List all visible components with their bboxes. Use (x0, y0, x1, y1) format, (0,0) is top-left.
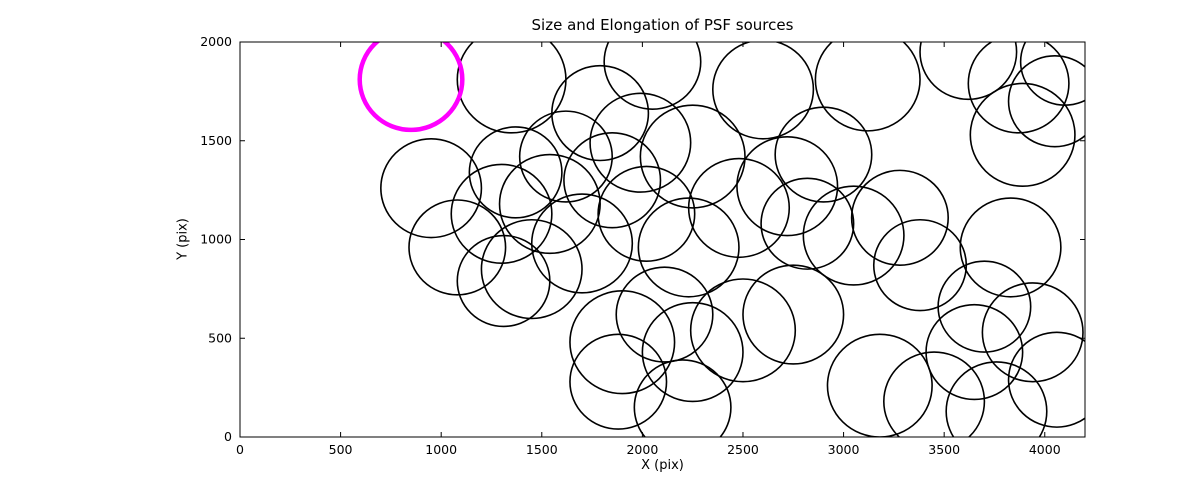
chart-title: Size and Elongation of PSF sources (531, 16, 794, 34)
psf-circle (945, 361, 1048, 437)
psf-circle (937, 260, 1032, 353)
y-tick-label: 1000 (200, 232, 232, 247)
y-tick-label: 1500 (200, 133, 232, 148)
psf-circle (456, 234, 551, 328)
psf-circle (641, 301, 744, 403)
x-tick-label: 2000 (626, 442, 658, 457)
psf-circle (633, 359, 732, 437)
x-tick-label: 3000 (828, 442, 860, 457)
psf-circle (967, 42, 1070, 134)
psf-circle (1007, 55, 1085, 148)
psf-circle (689, 278, 797, 383)
psf-circle (919, 42, 1018, 101)
psf-circle (1007, 331, 1085, 428)
psf-circle (498, 153, 601, 255)
psf-circle (637, 197, 740, 298)
x-tick-label: 1000 (425, 442, 457, 457)
psf-circle (518, 110, 614, 203)
psf-circle (736, 136, 839, 237)
psf-circle (760, 177, 855, 270)
psf-circle (1019, 42, 1085, 106)
psf-circle (569, 290, 676, 395)
psf-circle (981, 282, 1084, 383)
psf-circle (450, 163, 553, 264)
x-axis-label: X (pix) (641, 458, 684, 473)
x-tick-label: 2500 (727, 442, 759, 457)
psf-circle (969, 82, 1076, 187)
y-tick-label: 500 (208, 330, 232, 345)
psf-circle (850, 169, 949, 266)
psf-circle (814, 42, 921, 132)
psf-circle (872, 218, 968, 312)
psf-circle (742, 264, 845, 365)
psf-circle (589, 92, 692, 193)
psf-circle (530, 193, 634, 294)
psf-circle (380, 137, 483, 239)
psf-circle (615, 266, 714, 363)
psf-circle (480, 218, 583, 320)
psf-circle (408, 199, 507, 296)
psf-circle (802, 185, 905, 286)
psf-circle (712, 42, 815, 140)
y-tick-label: 0 (224, 429, 232, 444)
psf-circle (468, 126, 563, 219)
x-tick-label: 3500 (928, 442, 960, 457)
psf-circle (597, 165, 696, 263)
psf-circle (774, 106, 873, 203)
psf-circles-group (357, 42, 1085, 437)
psf-circle (639, 104, 746, 209)
y-tick-label: 2000 (200, 34, 232, 49)
psf-circle (883, 351, 986, 437)
x-tick-label: 500 (329, 442, 353, 457)
x-tick-label: 1500 (526, 442, 558, 457)
y-axis-label: Y (pix) (175, 218, 191, 260)
x-tick-label: 4000 (1029, 442, 1061, 457)
psf-circle (603, 42, 702, 110)
highlighted-psf-circle (357, 42, 465, 133)
psf-circle (925, 303, 1024, 401)
psf-circle (959, 197, 1062, 298)
psf-circle (687, 157, 791, 259)
x-tick-label: 0 (236, 442, 244, 457)
psf-circle (826, 333, 933, 437)
psf-circle (569, 333, 668, 430)
psf-circle (563, 132, 662, 229)
